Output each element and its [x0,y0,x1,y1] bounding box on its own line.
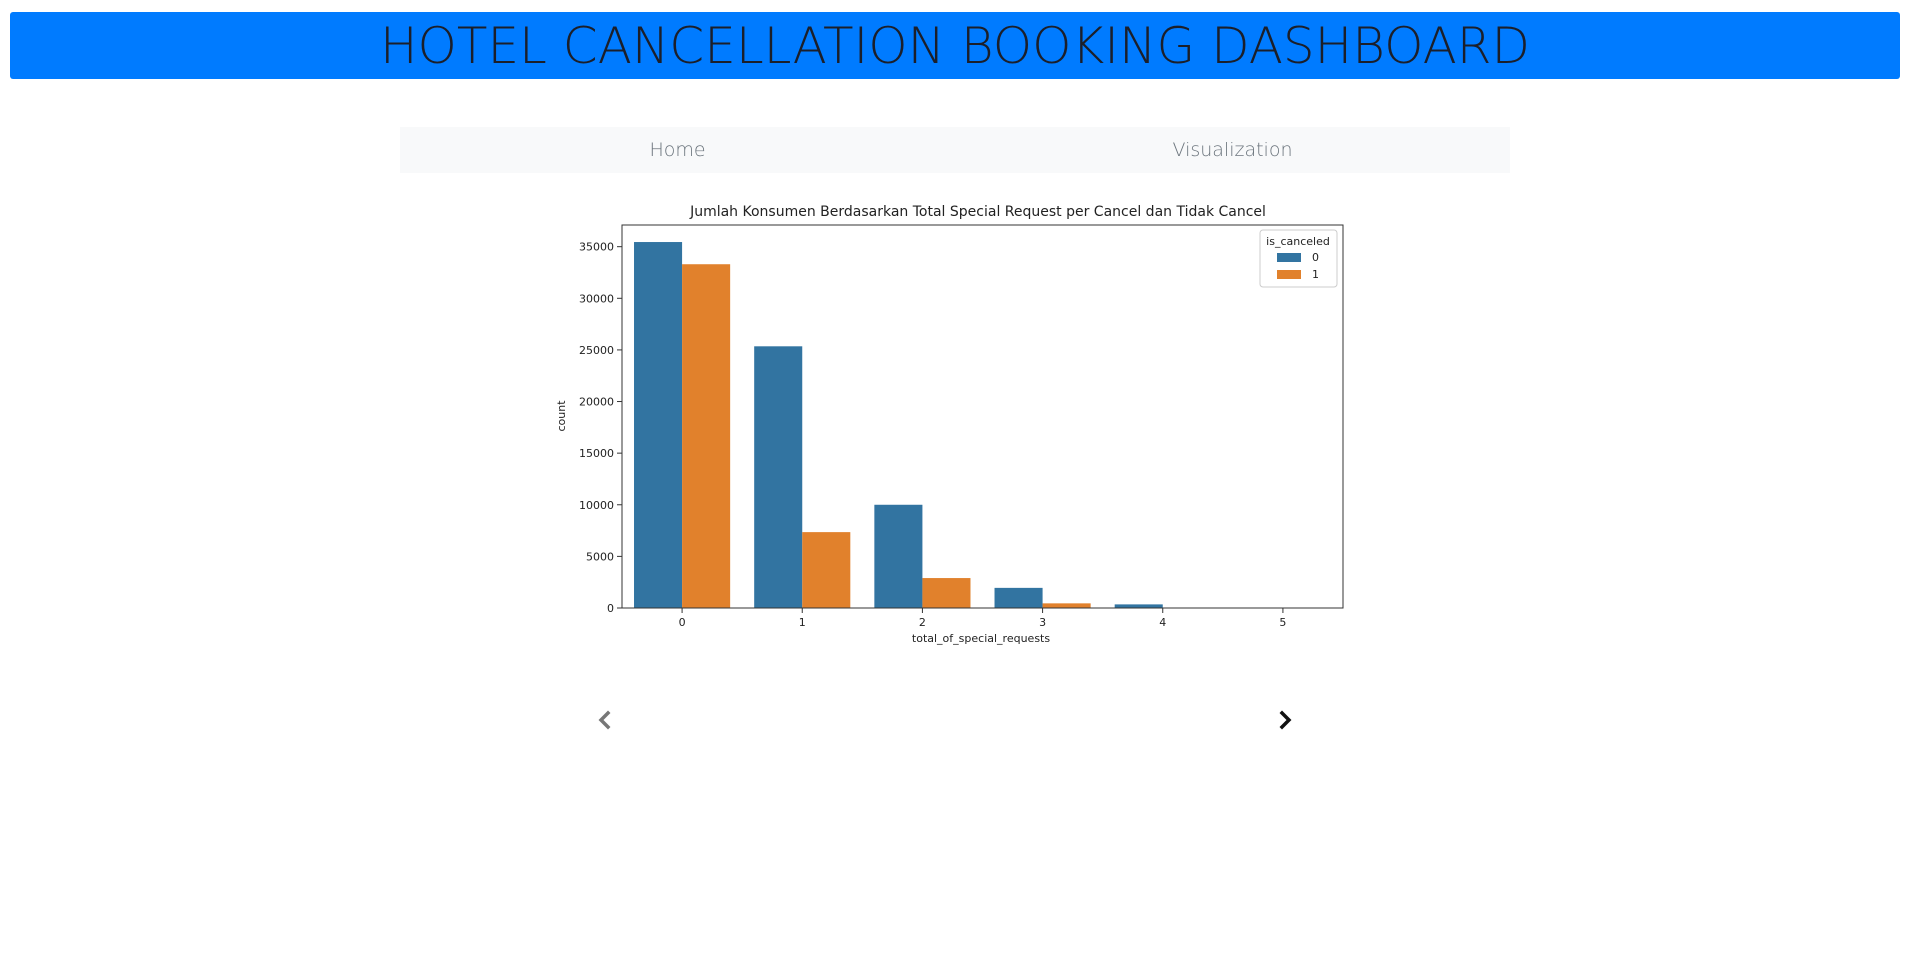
y-tick-label: 15000 [579,447,614,460]
bar-series-1-cat-1 [802,532,851,608]
page-title: HOTEL CANCELLATION BOOKING DASHBOARD [379,16,1531,75]
carousel-prev-button[interactable] [588,703,622,737]
y-tick-label: 5000 [586,550,614,563]
legend-label-1: 1 [1312,268,1319,281]
bar-series-0-cat-2 [874,504,923,608]
nav-bar: Home Visualization [400,127,1510,173]
legend-label-0: 0 [1312,251,1319,264]
chart-title: Jumlah Konsumen Berdasarkan Total Specia… [689,204,1266,220]
bar-series-1-cat-3 [1042,603,1091,608]
special-requests-chart: Jumlah Konsumen Berdasarkan Total Specia… [540,198,1370,678]
legend-swatch-0 [1277,253,1301,262]
x-tick-label: 4 [1159,616,1166,629]
y-tick-label: 30000 [579,292,614,305]
x-tick-label: 5 [1279,616,1286,629]
bar-series-0-cat-3 [994,587,1043,608]
y-tick-label: 20000 [579,396,614,409]
carousel-next-button[interactable] [1268,703,1302,737]
y-tick-label: 10000 [579,499,614,512]
bar-series-0-cat-4 [1114,604,1163,608]
bar-series-1-cat-0 [682,264,731,608]
y-axis: 0 5000 10000 15000 20000 25000 30000 35000 [579,241,622,615]
legend-title: is_canceled [1266,235,1330,248]
y-tick-label: 25000 [579,344,614,357]
x-tick-label: 2 [919,616,926,629]
dashboard-header: HOTEL CANCELLATION BOOKING DASHBOARD [10,12,1900,79]
x-axis-label: total_of_special_requests [912,632,1050,645]
y-tick-label: 35000 [579,241,614,254]
bars-group [634,242,1283,608]
y-tick-label: 0 [607,602,614,615]
chart-carousel: Jumlah Konsumen Berdasarkan Total Specia… [540,198,1370,758]
chevron-left-icon [598,710,611,730]
legend-swatch-1 [1277,270,1301,279]
bar-series-1-cat-2 [922,578,971,608]
plot-frame [621,224,1344,609]
x-tick-label: 0 [679,616,686,629]
chevron-right-icon [1279,710,1292,730]
bar-series-0-cat-0 [634,242,683,608]
legend: is_canceled 0 1 [1259,229,1338,288]
x-axis: 0 1 2 3 4 5 [679,608,1286,629]
bar-series-0-cat-1 [754,346,803,608]
nav-item-visualization[interactable]: Visualization [1172,139,1293,161]
nav-item-home[interactable]: Home [649,139,706,161]
y-axis-label: count [555,400,568,432]
x-tick-label: 1 [799,616,806,629]
x-tick-label: 3 [1039,616,1046,629]
